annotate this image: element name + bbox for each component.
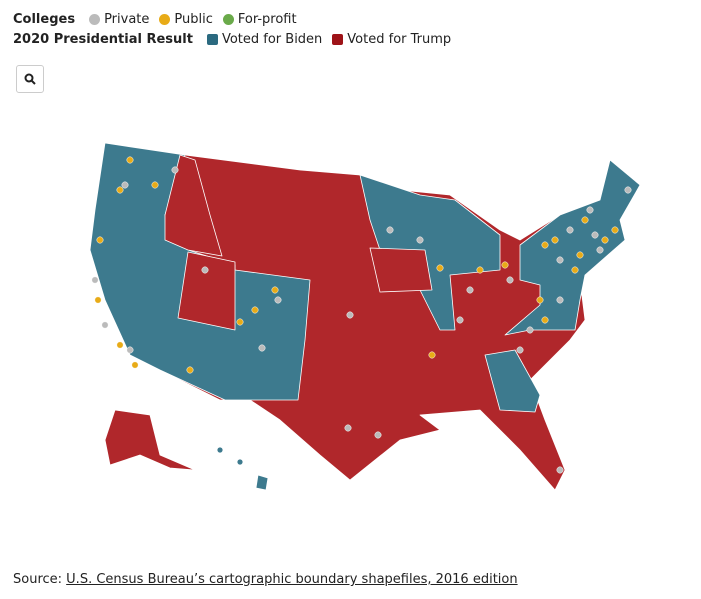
college-dot[interactable] [611,226,619,234]
legend-item[interactable]: Public [159,12,213,27]
trump-iowa[interactable] [369,247,433,293]
college-dot[interactable] [591,231,599,239]
legend-item[interactable]: Voted for Trump [332,32,451,47]
college-dot[interactable] [586,206,594,214]
college-dot[interactable] [516,346,524,354]
college-dot[interactable] [116,186,124,194]
biden-georgia[interactable] [484,349,541,413]
college-dot[interactable] [151,181,159,189]
college-dot[interactable] [126,346,134,354]
college-dot[interactable] [501,261,509,269]
biden-northeast[interactable] [504,159,641,336]
college-dot[interactable] [386,226,394,234]
college-dot[interactable] [171,166,179,174]
college-dot[interactable] [236,318,244,326]
hawaii-island [216,446,224,454]
college-dot[interactable] [116,341,124,349]
college-dot[interactable] [581,216,589,224]
legend-item[interactable]: For-profit [222,12,297,27]
college-dot[interactable] [374,431,382,439]
college-dot[interactable] [186,366,194,374]
college-dot[interactable] [601,236,609,244]
college-dot[interactable] [541,241,549,249]
college-dot[interactable] [541,316,549,324]
college-dot[interactable] [576,251,584,259]
college-dot[interactable] [506,276,514,284]
college-dot[interactable] [476,266,484,274]
college-dot[interactable] [346,311,354,319]
legend-label: Voted for Biden [221,32,323,47]
college-dot[interactable] [556,296,564,304]
legend-label: Public [174,12,213,27]
college-dot[interactable] [536,296,544,304]
college-dot[interactable] [436,264,444,272]
legend-title: 2020 Presidential Result [13,32,193,47]
college-dot[interactable] [344,424,352,432]
legend-item[interactable]: Voted for Biden [206,32,323,47]
source-label: Source: [13,572,63,587]
map [89,142,641,491]
college-dot[interactable] [251,306,259,314]
college-dot[interactable] [121,181,129,189]
college-dot[interactable] [428,351,436,359]
colleges-legend: Colleges Private Public For-profit [13,12,301,27]
college-dot[interactable] [126,156,134,164]
college-dot[interactable] [94,296,102,304]
college-dot[interactable] [596,246,604,254]
college-dot[interactable] [416,236,424,244]
college-dot[interactable] [201,266,209,274]
college-dot[interactable] [131,361,139,369]
college-dot[interactable] [456,316,464,324]
source: Source: U.S. Census Bureau’s cartographi… [13,572,518,587]
college-dot[interactable] [271,286,279,294]
college-dot[interactable] [566,226,574,234]
college-dot[interactable] [556,256,564,264]
college-dot[interactable] [556,466,564,474]
hawaii-island [236,458,244,466]
college-dot[interactable] [551,236,559,244]
legend-label: Voted for Trump [347,32,452,47]
source-link[interactable]: U.S. Census Bureau’s cartographic bounda… [66,572,518,587]
legend-item[interactable]: Private [89,12,149,27]
college-dot[interactable] [91,276,99,284]
search-button[interactable] [16,65,44,93]
biden-midwest[interactable] [359,174,501,331]
college-dot[interactable] [571,266,579,274]
college-dot[interactable] [624,186,632,194]
trump-utah[interactable] [177,251,236,331]
trump-alaska[interactable] [104,409,196,471]
trump-idaho[interactable] [164,154,223,257]
result-legend: 2020 Presidential Result Voted for Biden… [13,32,455,47]
search-icon [24,73,36,85]
biden-hawaii[interactable] [255,474,269,491]
college-dot[interactable] [526,326,534,334]
college-dot[interactable] [274,296,282,304]
legend-label: For-profit [237,12,297,27]
college-dot[interactable] [96,236,104,244]
college-dot[interactable] [466,286,474,294]
legend-title: Colleges [13,12,76,27]
college-dot[interactable] [101,321,109,329]
college-dot[interactable] [258,344,266,352]
legend-label: Private [104,12,150,27]
